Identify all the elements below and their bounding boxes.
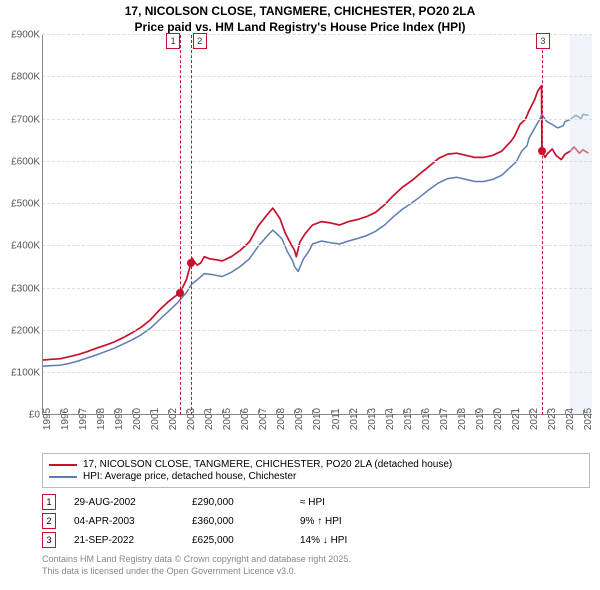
shaded-region [570, 35, 592, 415]
series-lines [42, 35, 592, 415]
y-axis-label: £600K [11, 156, 40, 167]
chart-title: 17, NICOLSON CLOSE, TANGMERE, CHICHESTER… [0, 0, 600, 35]
event-id-box: 2 [42, 513, 56, 529]
legend-label: HPI: Average price, detached house, Chic… [83, 471, 296, 482]
y-axis-label: £900K [11, 30, 40, 41]
event-marker-box: 1 [166, 33, 180, 49]
x-axis-label: 2000 [132, 408, 143, 430]
chart-container: 17, NICOLSON CLOSE, TANGMERE, CHICHESTER… [0, 0, 600, 578]
x-axis-label: 2025 [583, 408, 594, 430]
x-axis-label: 2018 [457, 408, 468, 430]
x-axis-label: 2015 [403, 408, 414, 430]
footnote-line-2: This data is licensed under the Open Gov… [42, 566, 296, 576]
legend-swatch [49, 476, 77, 478]
y-axis-label: £700K [11, 114, 40, 125]
x-axis-label: 2005 [222, 408, 233, 430]
y-axis-label: £800K [11, 72, 40, 83]
gridline [42, 76, 592, 77]
legend-swatch [49, 464, 77, 466]
event-dot [538, 147, 546, 155]
event-price: £360,000 [192, 516, 282, 527]
event-marker-box: 2 [193, 33, 207, 49]
x-axis-label: 2017 [439, 408, 450, 430]
event-id-box: 1 [42, 494, 56, 510]
event-marker-line [191, 35, 192, 415]
plot-area: £0£100K£200K£300K£400K£500K£600K£700K£80… [42, 35, 592, 415]
x-axis-label: 2021 [511, 408, 522, 430]
event-price: £625,000 [192, 535, 282, 546]
events-table: 1 29-AUG-2002 £290,000 ≈ HPI 2 04-APR-2003 £36… [42, 494, 590, 548]
y-axis-label: £500K [11, 199, 40, 210]
legend-item: HPI: Average price, detached house, Chic… [49, 471, 583, 482]
x-axis-label: 2022 [529, 408, 540, 430]
footnote-line-1: Contains HM Land Registry data © Crown c… [42, 554, 351, 564]
event-row: 2 04-APR-2003 £360,000 9% ↑ HPI [42, 513, 590, 529]
x-axis-label: 2011 [331, 408, 342, 430]
gridline [42, 161, 592, 162]
x-axis-label: 1998 [96, 408, 107, 430]
legend-item: 17, NICOLSON CLOSE, TANGMERE, CHICHESTER… [49, 459, 583, 470]
event-price: £290,000 [192, 497, 282, 508]
event-date: 29-AUG-2002 [74, 497, 174, 508]
event-row: 3 21-SEP-2022 £625,000 14% ↓ HPI [42, 532, 590, 548]
gridline [42, 245, 592, 246]
x-axis-label: 2006 [240, 408, 251, 430]
x-axis-label: 2009 [294, 408, 305, 430]
title-line-1: 17, NICOLSON CLOSE, TANGMERE, CHICHESTER… [125, 4, 476, 18]
x-axis-label: 2004 [204, 408, 215, 430]
x-axis-label: 2023 [547, 408, 558, 430]
event-date: 04-APR-2003 [74, 516, 174, 527]
event-marker-line [542, 35, 543, 415]
y-axis-label: £0 [29, 410, 40, 421]
x-axis-label: 2012 [349, 408, 360, 430]
event-marker-box: 3 [536, 33, 550, 49]
event-row: 1 29-AUG-2002 £290,000 ≈ HPI [42, 494, 590, 510]
x-axis-label: 2020 [493, 408, 504, 430]
gridline [42, 34, 592, 35]
event-delta: 14% ↓ HPI [300, 535, 420, 546]
event-delta: 9% ↑ HPI [300, 516, 420, 527]
x-axis-label: 2024 [565, 408, 576, 430]
x-axis-label: 2001 [150, 408, 161, 430]
event-dot [176, 289, 184, 297]
x-axis-label: 2013 [367, 408, 378, 430]
x-axis-label: 1997 [78, 408, 89, 430]
y-axis-label: £400K [11, 241, 40, 252]
event-id-box: 3 [42, 532, 56, 548]
footnote: Contains HM Land Registry data © Crown c… [42, 554, 590, 577]
event-marker-line [180, 35, 181, 415]
y-axis-label: £100K [11, 367, 40, 378]
series-price_paid [42, 86, 588, 360]
x-axis-label: 2008 [276, 408, 287, 430]
y-axis-label: £300K [11, 283, 40, 294]
gridline [42, 203, 592, 204]
x-axis-label: 1999 [114, 408, 125, 430]
event-dot [187, 259, 195, 267]
y-axis-label: £200K [11, 325, 40, 336]
x-axis-label: 1996 [60, 408, 71, 430]
x-axis-label: 2007 [258, 408, 269, 430]
x-axis-label: 2010 [312, 408, 323, 430]
gridline [42, 288, 592, 289]
gridline [42, 119, 592, 120]
title-line-2: Price paid vs. HM Land Registry's House … [135, 20, 466, 34]
x-axis-label: 2016 [421, 408, 432, 430]
legend: 17, NICOLSON CLOSE, TANGMERE, CHICHESTER… [42, 453, 590, 488]
gridline [42, 372, 592, 373]
x-axis-label: 1995 [42, 408, 53, 430]
gridline [42, 330, 592, 331]
event-delta: ≈ HPI [300, 497, 420, 508]
y-axis-line [42, 35, 43, 415]
legend-label: 17, NICOLSON CLOSE, TANGMERE, CHICHESTER… [83, 459, 452, 470]
x-axis-label: 2019 [475, 408, 486, 430]
x-axis-label: 2014 [385, 408, 396, 430]
x-axis-label: 2002 [168, 408, 179, 430]
event-date: 21-SEP-2022 [74, 535, 174, 546]
